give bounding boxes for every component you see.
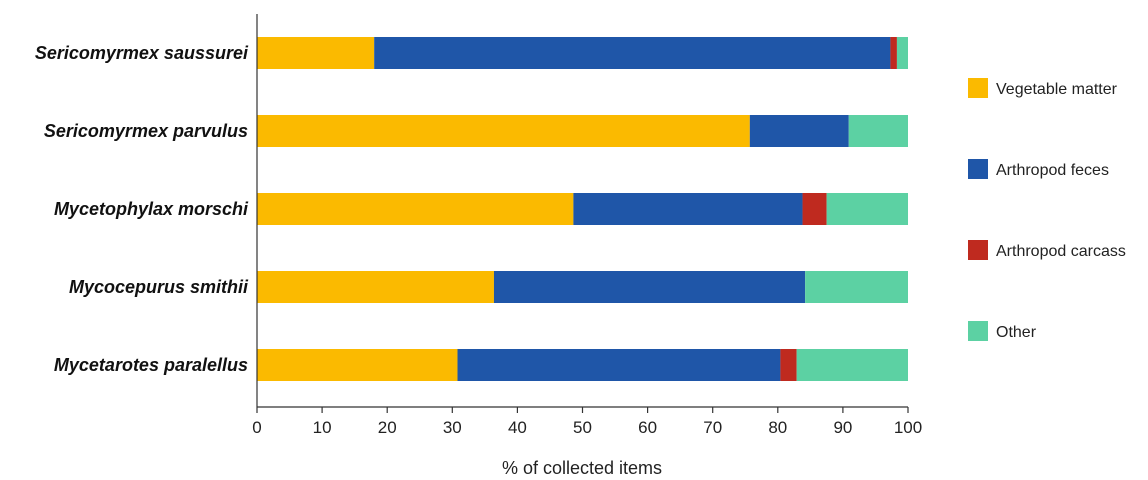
legend-swatch-4 — [968, 321, 988, 341]
bar-segment-2-4 — [848, 115, 908, 147]
category-label-2: Sericomyrmex parvulus — [44, 121, 248, 141]
category-label-5: Mycetarotes paralellus — [54, 355, 248, 375]
category-label-4: Mycocepurus smithii — [69, 277, 249, 297]
legend-label-4: Other — [996, 324, 1037, 341]
bar-segment-5-2 — [457, 349, 781, 381]
bars-group — [257, 37, 909, 381]
x-tick-label-90: 90 — [833, 418, 852, 437]
x-tick-label-80: 80 — [768, 418, 787, 437]
x-axis-ticks: 0 10 20 30 40 50 60 70 80 90 100 — [252, 407, 922, 437]
bar-segment-1-3 — [890, 37, 897, 69]
x-tick-label-60: 60 — [638, 418, 657, 437]
category-label-1: Sericomyrmex saussurei — [35, 43, 249, 63]
legend-swatch-3 — [968, 240, 988, 260]
legend-swatch-1 — [968, 78, 988, 98]
category-label-3: Mycetophylax morschi — [54, 199, 249, 219]
x-tick-label-10: 10 — [313, 418, 332, 437]
x-tick-label-0: 0 — [252, 418, 261, 437]
bar-segment-5-3 — [780, 349, 797, 381]
x-axis-title: % of collected items — [502, 458, 662, 478]
legend-label-2: Arthropod feces — [996, 162, 1109, 179]
legend-label-3: Arthropod carcass — [996, 243, 1126, 260]
bar-segment-3-1 — [257, 193, 574, 225]
bar-segment-3-2 — [573, 193, 803, 225]
bar-segment-1-1 — [257, 37, 375, 69]
bar-segment-1-2 — [374, 37, 891, 69]
legend: Vegetable matter Arthropod feces Arthropod… — [968, 78, 1126, 341]
legend-swatch-2 — [968, 159, 988, 179]
bar-segment-4-4 — [805, 271, 908, 303]
bar-segment-4-1 — [257, 271, 494, 303]
legend-label-1: Vegetable matter — [996, 81, 1118, 98]
bar-segment-5-4 — [796, 349, 908, 381]
bar-segment-5-1 — [257, 349, 458, 381]
bar-segment-2-2 — [749, 115, 849, 147]
bar-segment-3-4 — [826, 193, 909, 225]
bar-segment-3-3 — [802, 193, 827, 225]
x-tick-label-70: 70 — [703, 418, 722, 437]
bar-segment-4-2 — [493, 271, 806, 303]
x-tick-label-20: 20 — [378, 418, 397, 437]
bar-segment-2-1 — [257, 115, 750, 147]
bar-segment-1-4 — [896, 37, 908, 69]
x-tick-label-100: 100 — [894, 418, 922, 437]
category-labels: Sericomyrmex saussurei Sericomyrmex parvu… — [35, 43, 249, 375]
x-tick-label-50: 50 — [573, 418, 592, 437]
x-tick-label-40: 40 — [508, 418, 527, 437]
x-tick-label-30: 30 — [443, 418, 462, 437]
